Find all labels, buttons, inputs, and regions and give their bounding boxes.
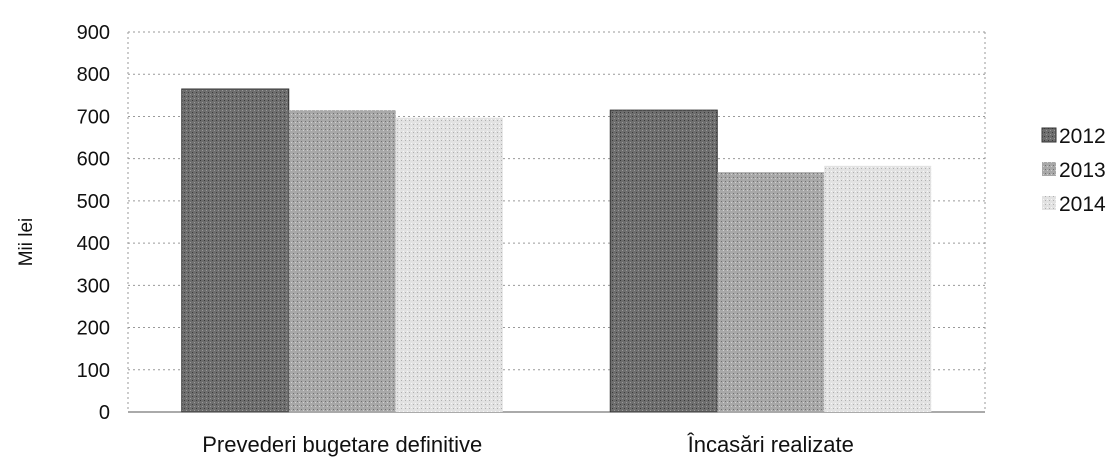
legend: 2012 2013 2014 [1041, 125, 1106, 216]
legend-label: 2013 [1059, 159, 1106, 182]
y-tick-label: 800 [77, 64, 110, 86]
category-label: Prevederi bugetare definitive [202, 432, 482, 457]
bars [181, 88, 932, 413]
y-tick-label: 700 [77, 106, 110, 128]
y-axis-title: Mii lei [16, 218, 37, 267]
legend-label: 2012 [1059, 125, 1106, 148]
y-tick-label: 100 [77, 360, 110, 382]
bar-2012-0 [181, 88, 290, 413]
y-axis-ticks: 0 100 200 300 400 500 600 700 800 900 [77, 22, 110, 424]
legend-swatch-2013 [1042, 162, 1056, 176]
y-tick-label: 0 [99, 402, 110, 424]
y-tick-label: 600 [77, 149, 110, 171]
legend-swatch-2014 [1042, 196, 1056, 210]
legend-swatch-2012 [1041, 127, 1057, 143]
y-tick-label: 900 [77, 22, 110, 44]
bar-2013-0 [288, 110, 396, 412]
category-label: Încasări realizate [687, 432, 854, 457]
gridlines [127, 31, 986, 412]
category-labels: Prevederi bugetare definitive Încasări re… [202, 432, 854, 457]
bar-2014-1 [824, 165, 932, 412]
y-tick-label: 300 [77, 275, 110, 297]
bar-2012-1 [609, 109, 718, 413]
legend-label: 2014 [1059, 193, 1106, 216]
y-tick-label: 400 [77, 233, 110, 255]
y-tick-label: 200 [77, 318, 110, 340]
bar-2013-1 [717, 172, 825, 412]
bar-2014-0 [395, 117, 503, 412]
y-tick-label: 500 [77, 191, 110, 213]
